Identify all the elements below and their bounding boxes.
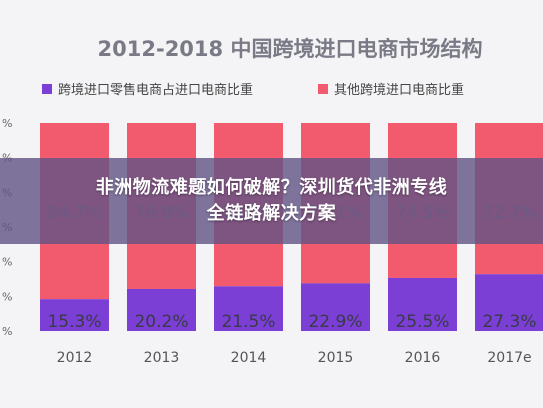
x-tick-label: 2012 <box>57 350 93 366</box>
legend-swatch-other <box>318 84 328 94</box>
y-tick-label: % <box>2 256 12 269</box>
x-tick-label: 2016 <box>405 350 441 366</box>
y-tick-label: % <box>2 290 12 303</box>
data-label-retail: 15.3% <box>47 312 101 332</box>
y-tick-label: % <box>2 325 12 338</box>
bar-retail-2014 <box>214 286 283 331</box>
legend-label-retail: 跨境进口零售电商占进口电商比重 <box>58 82 253 98</box>
headline-line-1: 非洲物流难题如何破解？深圳货代非洲专线 <box>95 177 448 198</box>
data-label-retail: 22.9% <box>308 312 362 332</box>
bar-retail-2013 <box>127 288 196 331</box>
legend-swatch-retail <box>42 84 52 94</box>
chart-legend: 跨境进口零售电商占进口电商比重 其他跨境进口电商比重 <box>42 82 464 98</box>
bar-retail-2017e <box>475 274 543 331</box>
legend-label-other: 其他跨境进口电商比重 <box>334 82 464 98</box>
bar-retail-2015 <box>301 283 370 331</box>
headline-banner: 非洲物流难题如何破解？深圳货代非洲专线 全链路解决方案 <box>0 158 543 244</box>
x-tick-label: 2015 <box>318 350 354 366</box>
bar-retail-2012 <box>40 299 109 331</box>
chart-title: 2012-2018 中国跨境进口电商市场结构 <box>98 37 483 61</box>
y-tick-label: % <box>2 117 12 130</box>
headline-line-2: 全链路解决方案 <box>206 203 337 224</box>
bar-retail-2016 <box>388 277 457 331</box>
x-tick-label: 2013 <box>144 350 180 366</box>
x-axis: 201220132014201520162017e201 <box>57 350 532 366</box>
data-label-retail: 27.3% <box>482 312 536 332</box>
x-tick-label: 2014 <box>231 350 267 366</box>
data-label-retail: 21.5% <box>221 312 275 332</box>
data-label-retail: 25.5% <box>395 312 449 332</box>
x-tick-label: 2017e <box>487 350 531 366</box>
data-label-retail: 20.2% <box>134 312 188 332</box>
